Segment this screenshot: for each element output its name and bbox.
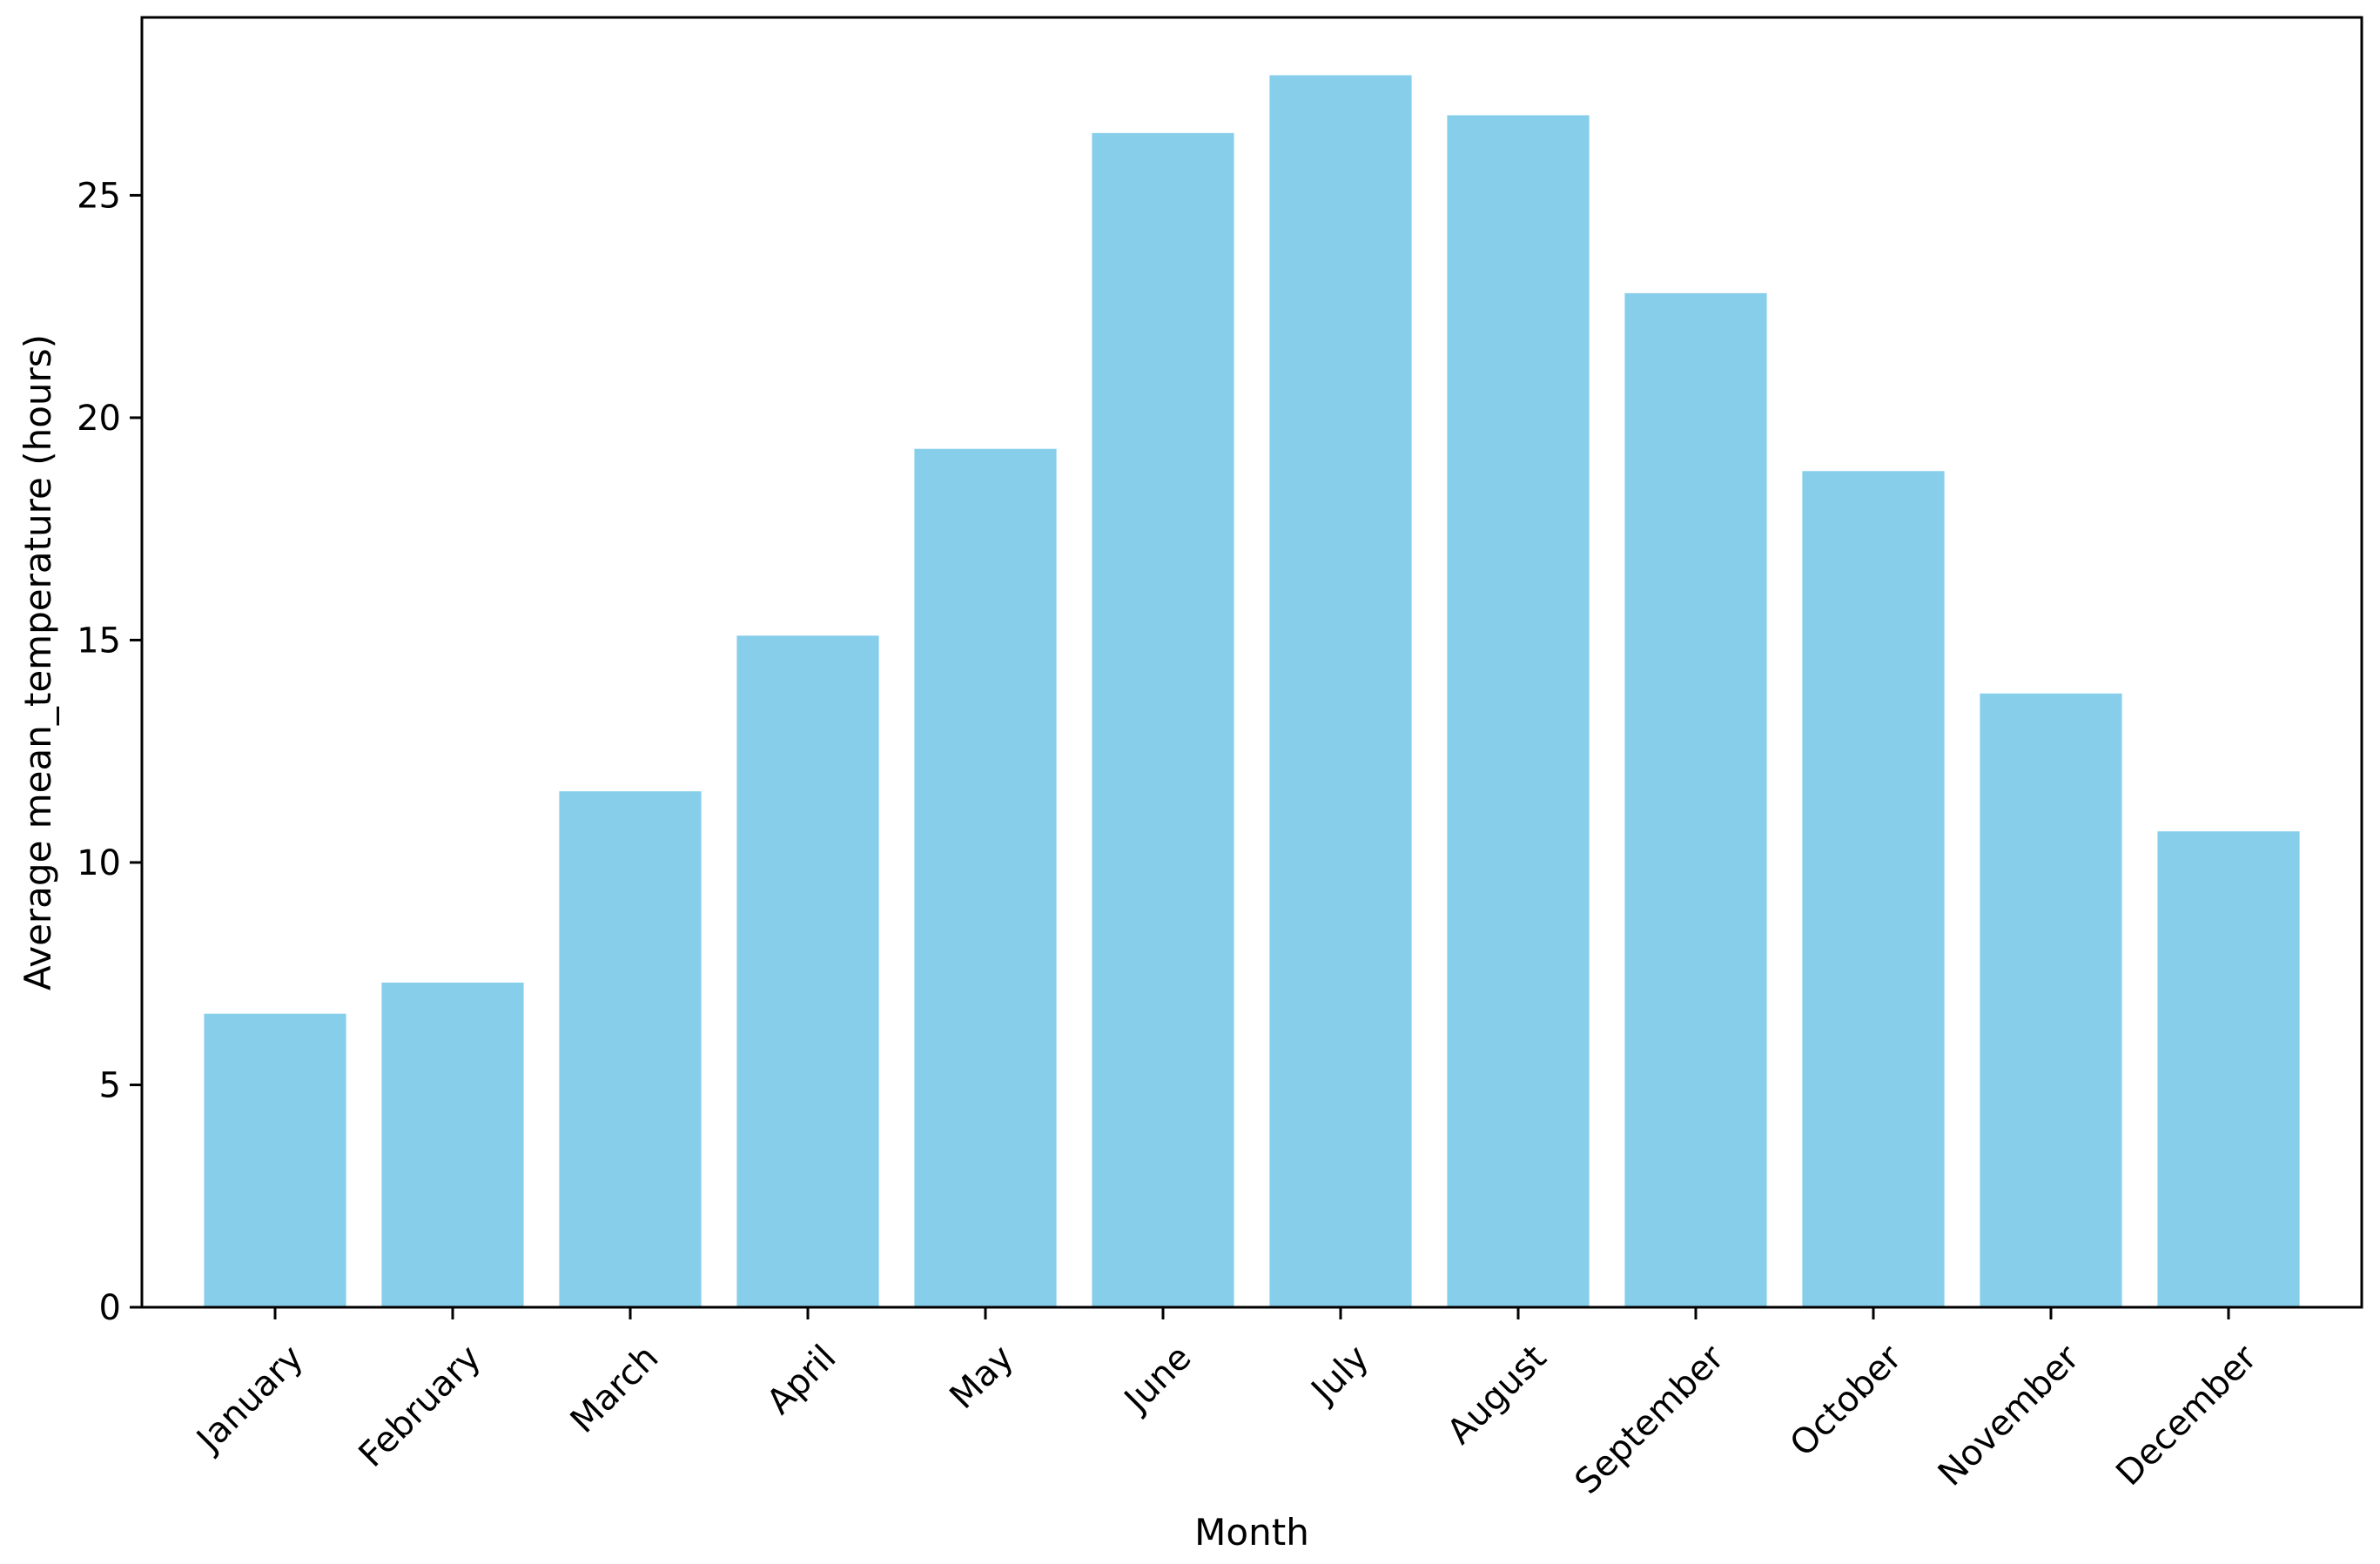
bar-october (1802, 471, 1945, 1307)
x-tick-label-april: April (759, 1338, 844, 1422)
bar-january (204, 1013, 346, 1307)
x-tick-label-july: July (1302, 1338, 1377, 1413)
x-tick-label-november: November (1931, 1338, 2088, 1494)
bar-august (1447, 115, 1590, 1307)
y-tick-label: 10 (77, 843, 121, 883)
x-tick-label-june: June (1115, 1338, 1199, 1421)
x-tick-label-january: January (188, 1338, 312, 1461)
plot-frame (140, 16, 2363, 1309)
y-tick-label: 20 (77, 399, 121, 439)
bar-may (914, 448, 1057, 1307)
x-tick-label-october: October (1783, 1338, 1910, 1465)
x-tick-label-february: February (352, 1338, 489, 1475)
bar-september (1624, 292, 1767, 1308)
y-axis-label: Average mean_temperature (hours) (17, 334, 59, 990)
x-tick-label-may: May (942, 1338, 1021, 1417)
x-axis-label: Month (1194, 1511, 1309, 1554)
y-tick-label: 0 (99, 1288, 121, 1328)
bar-february (381, 982, 524, 1307)
y-tick-label: 5 (99, 1065, 121, 1105)
x-tick-label-september: September (1568, 1338, 1732, 1502)
y-tick-label: 25 (77, 176, 121, 216)
bar-april (736, 635, 879, 1307)
y-tick-label: 15 (77, 621, 121, 661)
y-axis: 0 5 10 15 20 25 (77, 176, 142, 1328)
x-tick-label-march: March (563, 1338, 667, 1441)
bars-layer (204, 75, 2300, 1308)
x-tick-label-december: December (2108, 1338, 2265, 1494)
bar-june (1092, 132, 1234, 1307)
x-axis: January February March April May June July Augu… (188, 1307, 2265, 1502)
bar-march (559, 791, 702, 1307)
bar-december (2157, 831, 2300, 1307)
x-tick-label-august: August (1440, 1338, 1555, 1453)
bar-july (1269, 75, 1412, 1308)
bar-november (1980, 693, 2122, 1307)
